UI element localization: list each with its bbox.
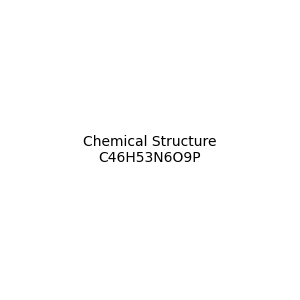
Text: Chemical Structure
C46H53N6O9P: Chemical Structure C46H53N6O9P xyxy=(83,135,217,165)
